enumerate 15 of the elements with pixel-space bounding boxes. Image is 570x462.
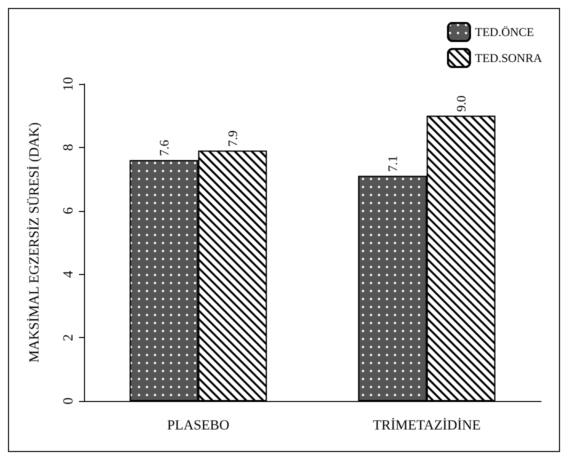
y-tick-label: 6 [62,207,76,214]
y-tick-label: 8 [62,144,76,151]
data-label: 7.6 [156,139,172,156]
legend-label: TED.SONRA [475,51,542,65]
y-axis-title: MAKSİMAL EGZERSİZ SÜRESİ (DAK) [26,122,42,363]
data-label: 7.9 [225,130,240,147]
data-label: 7.1 [384,156,400,172]
y-tick-label: 10 [62,77,76,91]
data-label: 9.0 [454,95,469,112]
x-tick-label: PLASEBO [167,418,230,434]
y-tick-label: 0 [62,398,76,404]
x-tick-label: TRİMETAZİDİNE [372,418,481,434]
y-tick-label: 4 [62,270,76,278]
y-tick-label: 2 [62,334,76,342]
legend-label: TED.ÖNCE [475,25,534,39]
